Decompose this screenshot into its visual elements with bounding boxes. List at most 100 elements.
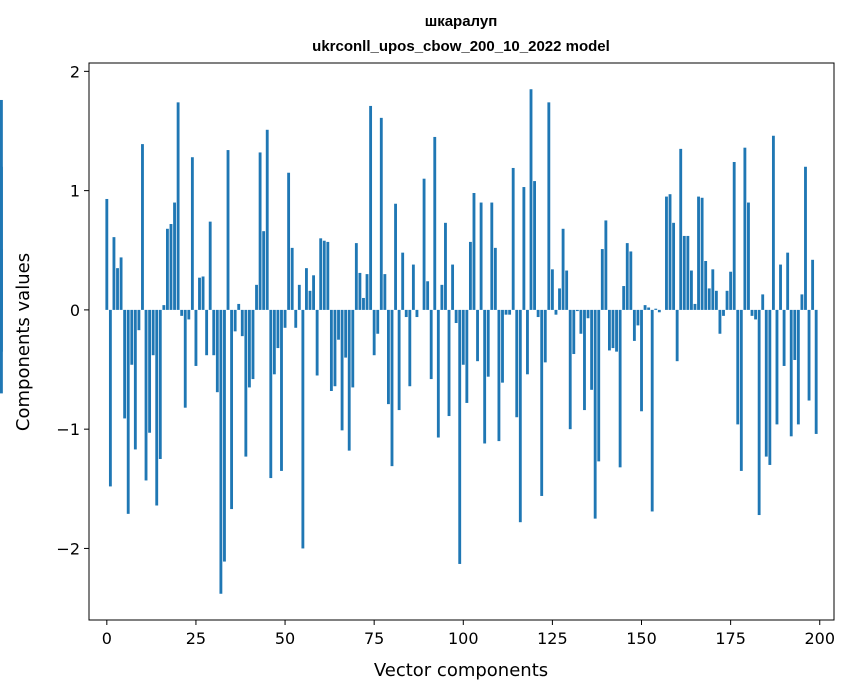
bar-121 [536, 309, 540, 318]
bar-97 [451, 264, 455, 310]
bar-186 [768, 309, 772, 465]
chart-title-group: шкаралуп ukrconll_upos_cbow_200_10_2022 … [312, 13, 610, 55]
bar-127 [558, 288, 561, 310]
bar-133 [579, 309, 583, 334]
y-tick-label: −2 [56, 539, 80, 558]
bar-132 [575, 309, 579, 312]
bar-80 [390, 309, 394, 467]
bar-184 [761, 294, 765, 310]
bar-180 [747, 202, 750, 310]
bar-92 [433, 136, 437, 310]
bar-164 [689, 270, 693, 310]
bar-113 [508, 309, 512, 315]
bar-193 [793, 309, 797, 360]
bar-166 [697, 196, 700, 310]
bar-15 [158, 309, 162, 459]
bar-64 [333, 309, 337, 387]
bar-105 [479, 202, 483, 310]
bar-185 [764, 309, 768, 457]
bar-8 [133, 309, 137, 450]
bar-51 [287, 172, 291, 310]
bar-168 [704, 260, 708, 310]
x-tick-label: 150 [626, 629, 657, 648]
bar-25 [194, 309, 198, 366]
y-tick-label: 1 [70, 182, 80, 201]
x-tick-label: 0 [102, 629, 112, 648]
bar-146 [625, 243, 629, 310]
bar-157 [665, 196, 668, 310]
bar-37 [237, 303, 241, 310]
bar-78 [383, 274, 387, 310]
bar-65 [337, 309, 340, 340]
bar-41 [251, 309, 255, 380]
bar-42 [255, 284, 258, 310]
bar-179 [743, 147, 747, 310]
bar-124 [547, 102, 551, 310]
bar-167 [700, 197, 704, 310]
bar-109 [493, 247, 497, 310]
bar-122 [540, 309, 544, 496]
bar-194 [796, 309, 800, 425]
bar-195 [800, 294, 804, 310]
bar-119 [529, 89, 533, 310]
bar-196 [804, 166, 807, 310]
bar-165 [693, 303, 697, 310]
bar-44 [262, 231, 266, 310]
bar-183 [757, 309, 761, 516]
bar-67 [344, 309, 348, 358]
bar-125 [550, 269, 554, 310]
bar-83 [401, 252, 405, 310]
bar-76 [376, 309, 380, 334]
bar-39 [244, 309, 248, 457]
x-axis-ticks: 0 25 50 75 100 125 150 175 200 [102, 620, 835, 648]
bar-71 [358, 272, 362, 310]
bar-91 [429, 309, 433, 380]
bar-100 [461, 309, 465, 365]
bar-160 [675, 309, 679, 362]
bar-68 [347, 309, 351, 451]
bar-142 [611, 309, 615, 349]
bar-198 [811, 259, 815, 310]
bar-9 [137, 309, 141, 331]
bar-169 [707, 288, 711, 310]
bar-31 [215, 309, 219, 393]
bar-28 [205, 309, 209, 356]
bar-94 [440, 284, 444, 310]
bar-79 [387, 309, 390, 405]
bar-57 [308, 290, 312, 310]
bar-30 [212, 309, 216, 356]
bar-49 [280, 309, 283, 471]
bar-115 [515, 309, 519, 418]
bar-87 [415, 309, 419, 318]
bar-139 [600, 249, 604, 310]
bar-170 [711, 269, 715, 310]
bar-75 [372, 309, 376, 356]
bar-143 [615, 309, 618, 352]
bar-6 [126, 309, 130, 514]
bar-85 [408, 309, 412, 387]
bar-81 [394, 203, 397, 310]
bar-70 [354, 243, 358, 310]
bar-106 [483, 309, 487, 444]
bar-159 [672, 222, 676, 310]
bar-178 [739, 309, 743, 471]
bar-14 [155, 309, 159, 506]
bar-84 [404, 309, 408, 318]
bar-34 [226, 150, 230, 310]
bar-153 [650, 309, 654, 512]
bar-35 [230, 309, 234, 510]
bar-69 [351, 309, 355, 388]
bar-48 [276, 309, 280, 349]
x-tick-label: 125 [537, 629, 568, 648]
bar-36 [233, 309, 237, 332]
bar-4 [119, 257, 123, 310]
bar-46 [269, 309, 273, 479]
bar-123 [543, 309, 547, 363]
bar-150 [640, 309, 643, 412]
bar-62 [326, 241, 330, 310]
x-tick-label: 25 [186, 629, 206, 648]
bar-131 [572, 309, 576, 355]
bar-13 [151, 309, 155, 356]
bar-95 [444, 222, 447, 310]
